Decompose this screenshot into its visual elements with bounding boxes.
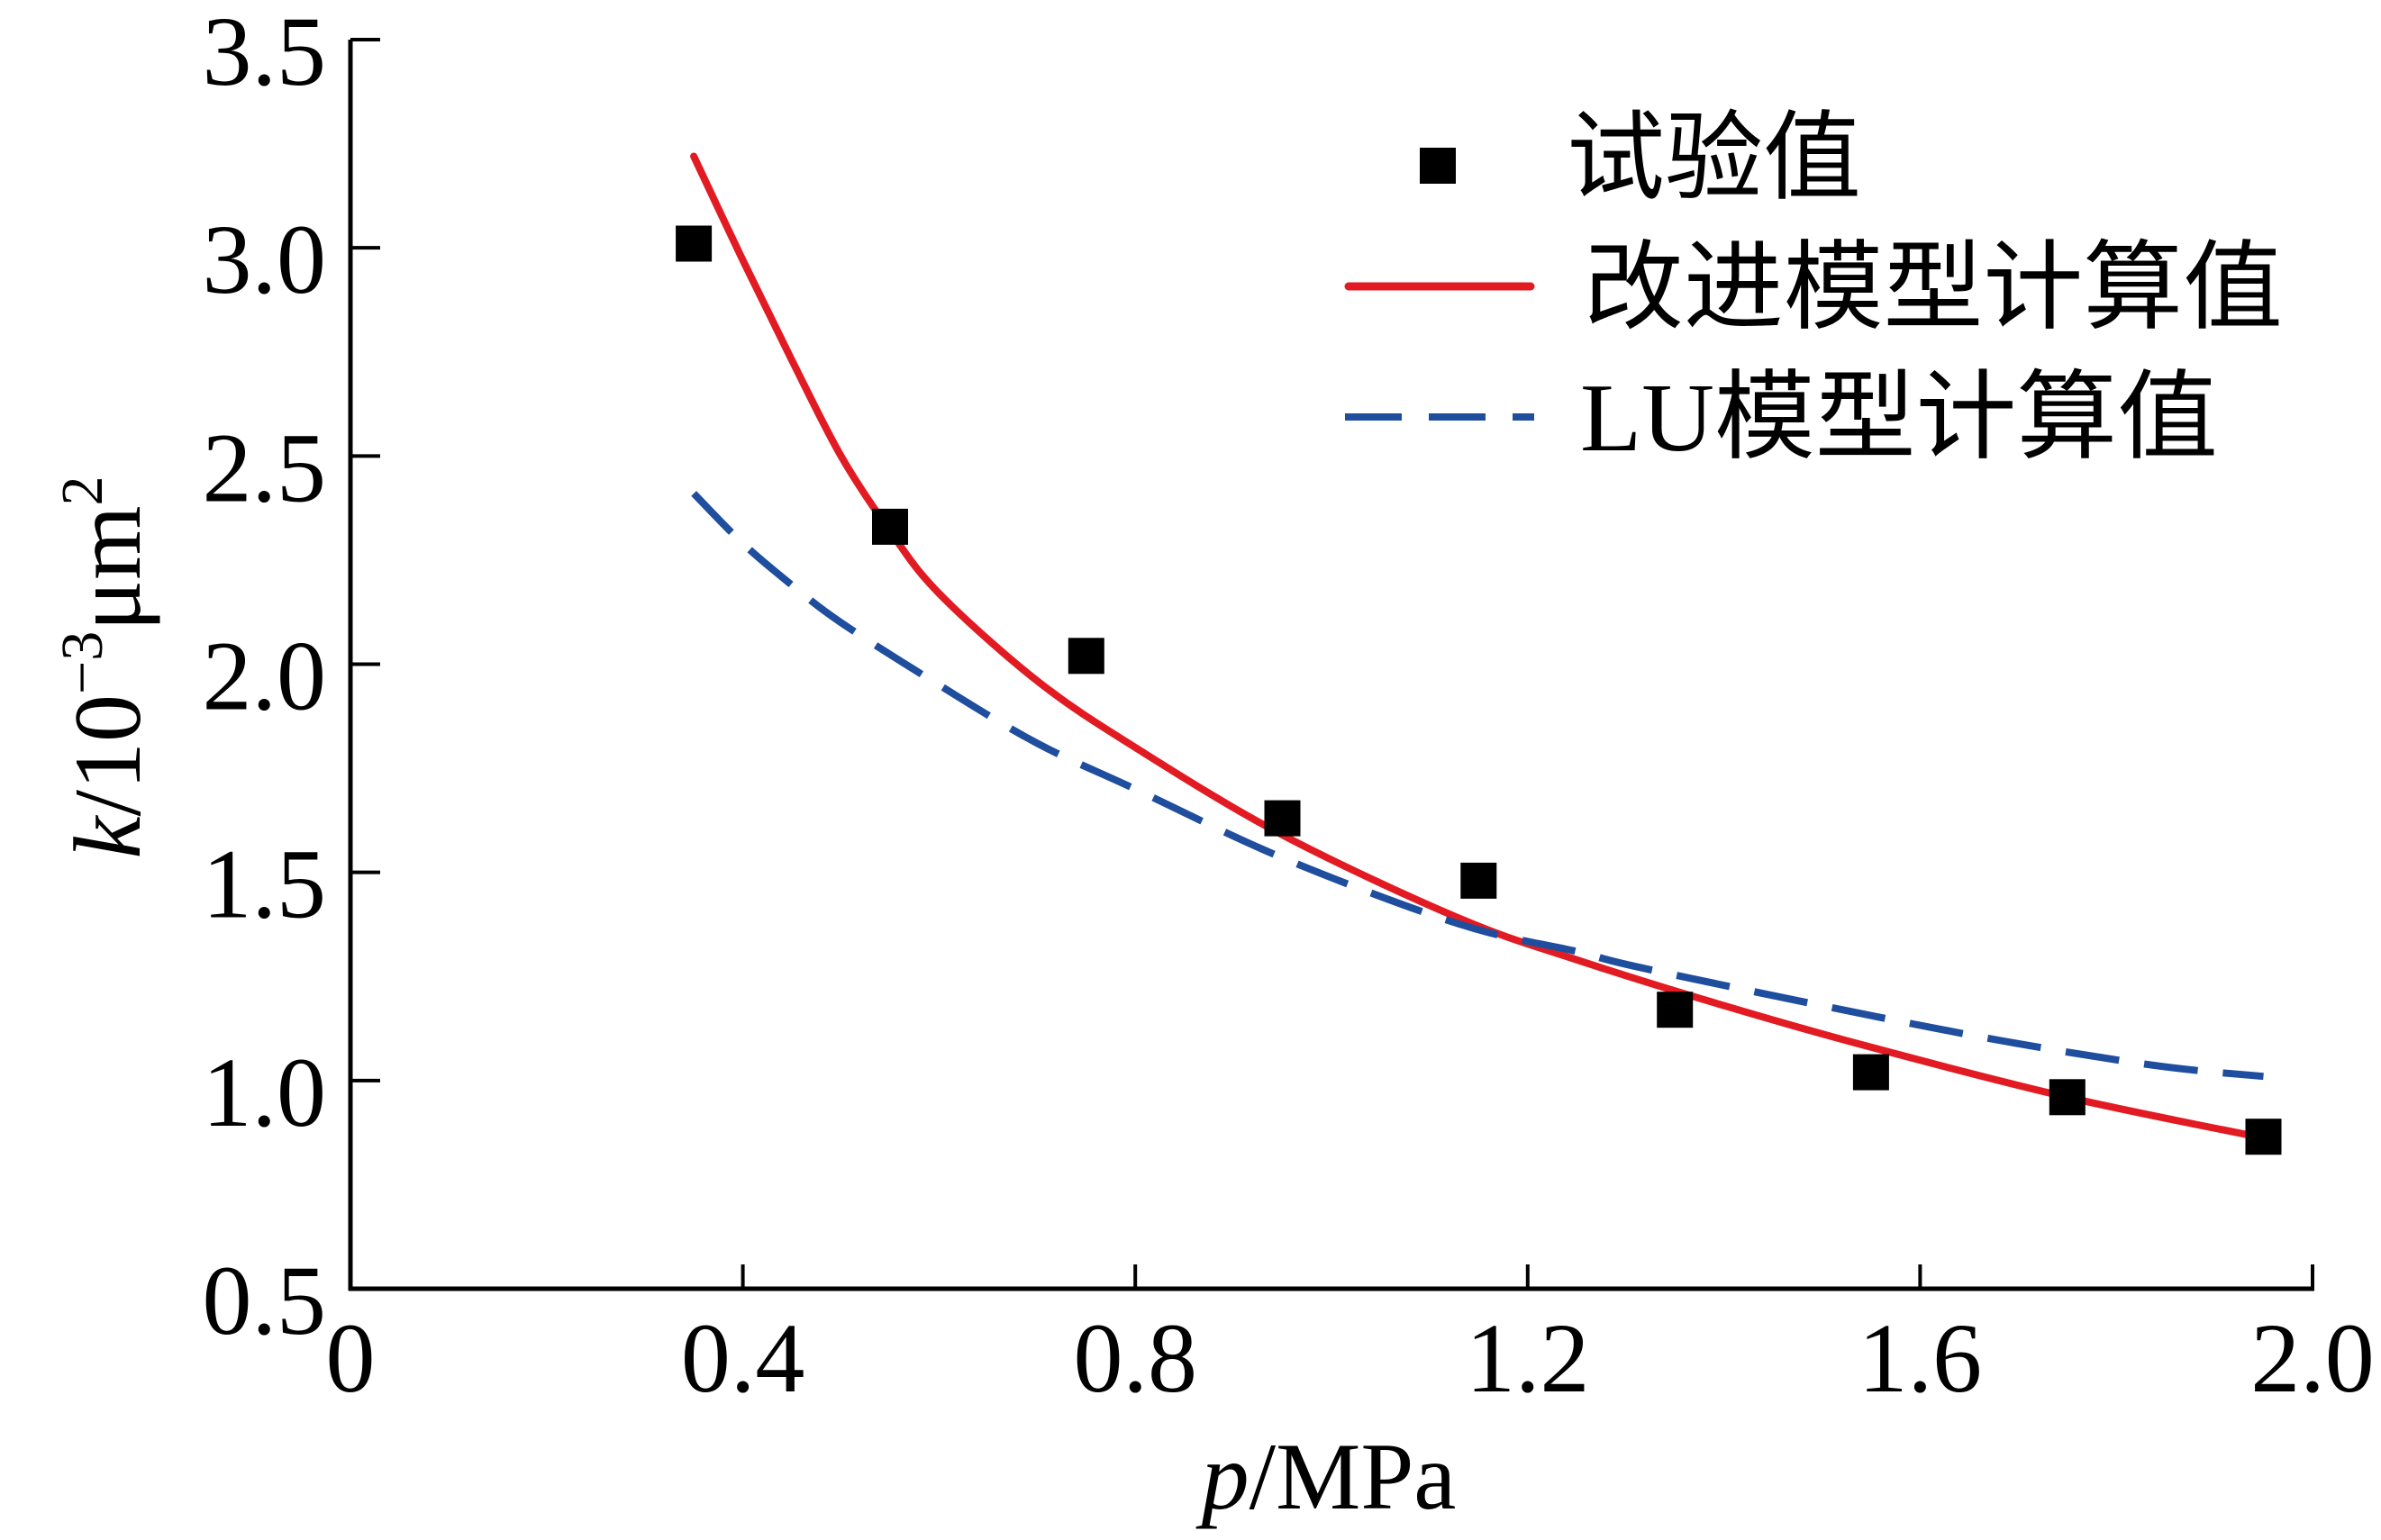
y-axis-label-exponent: −3 — [50, 631, 115, 694]
series-markers — [676, 225, 2282, 1155]
y-axis-label-unit-exponent: 2 — [50, 476, 115, 505]
data-point — [676, 225, 713, 262]
x-tick-label: 0 — [326, 1303, 376, 1413]
x-tick-label: 1.2 — [1466, 1303, 1590, 1413]
axis-ticks — [350, 38, 2314, 1289]
data-point — [1264, 800, 1301, 837]
legend-item-improved-model: 改进模型计算值 — [1344, 235, 2283, 342]
x-tick-label: 2.0 — [2250, 1303, 2375, 1413]
data-point — [2245, 1119, 2282, 1155]
y-tick-label: 2.0 — [203, 621, 327, 731]
y-tick-label: 1.5 — [203, 829, 327, 939]
legend-item-experimental: 试验值 — [1420, 105, 1861, 213]
series-lines — [690, 152, 2267, 1142]
legend-marker-square — [1420, 148, 1456, 184]
x-axis-label-unit: /MPa — [1250, 1424, 1457, 1529]
legend: 试验值 改进模型计算值 LU模型计算值 — [1344, 105, 2283, 472]
y-tick-label: 0.5 — [203, 1246, 327, 1355]
series-line-lu-model — [691, 491, 2264, 1081]
data-point — [1657, 992, 1694, 1028]
data-point — [1852, 1054, 1889, 1091]
data-point — [872, 508, 908, 545]
data-point — [2049, 1079, 2086, 1116]
legend-item-lu-model: LU模型计算值 — [1345, 365, 2218, 472]
x-tick-label: 1.6 — [1858, 1303, 1983, 1413]
x-tick-label: 0.4 — [681, 1303, 805, 1413]
y-axis-label-variable: k — [55, 815, 160, 859]
y-axis-label-base: /10 — [55, 694, 160, 816]
x-tick-label: 0.8 — [1073, 1303, 1197, 1413]
legend-label-improved-model: 改进模型计算值 — [1584, 235, 2283, 342]
y-tick-label: 1.0 — [203, 1037, 327, 1147]
data-point — [1460, 862, 1497, 899]
y-tick-label: 2.5 — [203, 412, 327, 522]
y-tick-label: 3.5 — [203, 0, 327, 106]
legend-label-experimental: 试验值 — [1567, 105, 1861, 213]
y-tick-label: 3.0 — [203, 204, 327, 314]
y-axis-label-unit: μm — [55, 505, 160, 630]
axis-tick-labels: 0 0.4 0.8 1.2 1.6 2.0 0.5 1.0 1.5 2.0 2.5 3.0 3.5 — [203, 0, 2375, 1413]
legend-label-lu-model: LU模型计算值 — [1580, 365, 2218, 472]
x-axis-label: p/MPa — [1195, 1424, 1457, 1529]
data-point — [1068, 638, 1104, 675]
series-line-improved-model — [690, 152, 2267, 1142]
x-axis-label-variable: p — [1195, 1424, 1250, 1529]
y-axis-label: k/10−3μm2 — [50, 476, 160, 858]
